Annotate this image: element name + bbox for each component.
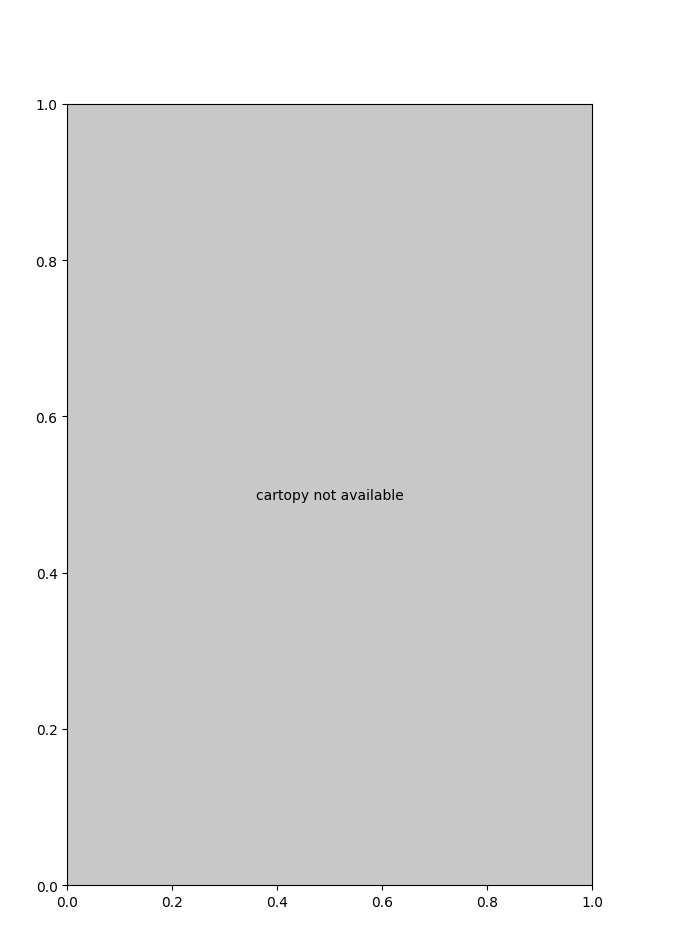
Text: cartopy not available: cartopy not available [256, 488, 404, 502]
